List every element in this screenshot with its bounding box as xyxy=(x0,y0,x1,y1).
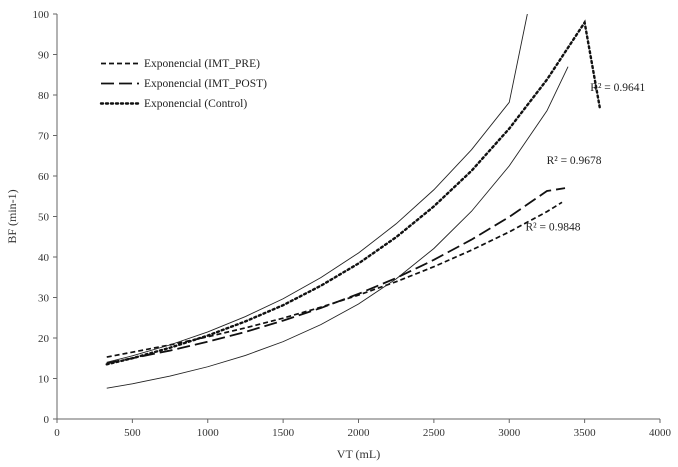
x-tick-label: 3000 xyxy=(498,427,521,439)
y-tick-label: 60 xyxy=(38,171,50,183)
axes: 0 500 1000 1500 2000 2500 3000 3500 4000 0 10 20 30 4… xyxy=(5,9,672,461)
y-tick-label: 80 xyxy=(38,90,50,102)
y-tick-label: 90 xyxy=(38,50,50,62)
legend: Exponencial (IMT_PRE) Exponencial (IMT_PO… xyxy=(99,58,267,110)
y-tick-label: 70 xyxy=(38,131,50,143)
x-tick-label: 1000 xyxy=(197,427,220,439)
y-tick-label: 30 xyxy=(38,293,50,305)
x-tick-label: 1500 xyxy=(272,427,295,439)
y-tick-label: 50 xyxy=(38,212,50,224)
y-tick-label: 100 xyxy=(33,9,50,21)
annotations: R² = 0.9641 R² = 0.9678 R² = 0.9848 xyxy=(525,82,645,234)
x-tick-label: 4000 xyxy=(649,427,672,439)
series-group xyxy=(105,14,601,389)
series-line-exponencial-imt-pre xyxy=(106,201,563,358)
x-axis-title: VT (mL) xyxy=(337,447,380,461)
y-axis-title: BF (min-1) xyxy=(5,189,19,243)
legend-label: Exponencial (IMT_POST) xyxy=(144,78,267,90)
r-squared-label: R² = 0.9848 xyxy=(525,222,580,234)
x-tick-label: 2500 xyxy=(423,427,446,439)
y-tick-label: 0 xyxy=(44,414,50,426)
series-line-exponencial-imt-post xyxy=(106,187,566,364)
x-tick-label: 2000 xyxy=(348,427,371,439)
legend-label: Exponencial (Control) xyxy=(144,98,247,110)
legend-label: Exponencial (IMT_PRE) xyxy=(144,58,260,70)
x-tick-label: 3500 xyxy=(574,427,597,439)
r-squared-label: R² = 0.9641 xyxy=(590,82,645,94)
r-squared-label: R² = 0.9678 xyxy=(547,155,602,167)
confidence-band-line-3 xyxy=(106,14,528,363)
series-line-exponencial-control xyxy=(105,19,601,366)
y-tick-label: 10 xyxy=(38,374,50,386)
y-tick-label: 20 xyxy=(38,333,50,345)
y-tick-label: 40 xyxy=(38,252,50,264)
confidence-band-line-4 xyxy=(106,66,569,389)
x-tick-label: 500 xyxy=(124,427,141,439)
x-tick-label: 0 xyxy=(54,427,60,439)
